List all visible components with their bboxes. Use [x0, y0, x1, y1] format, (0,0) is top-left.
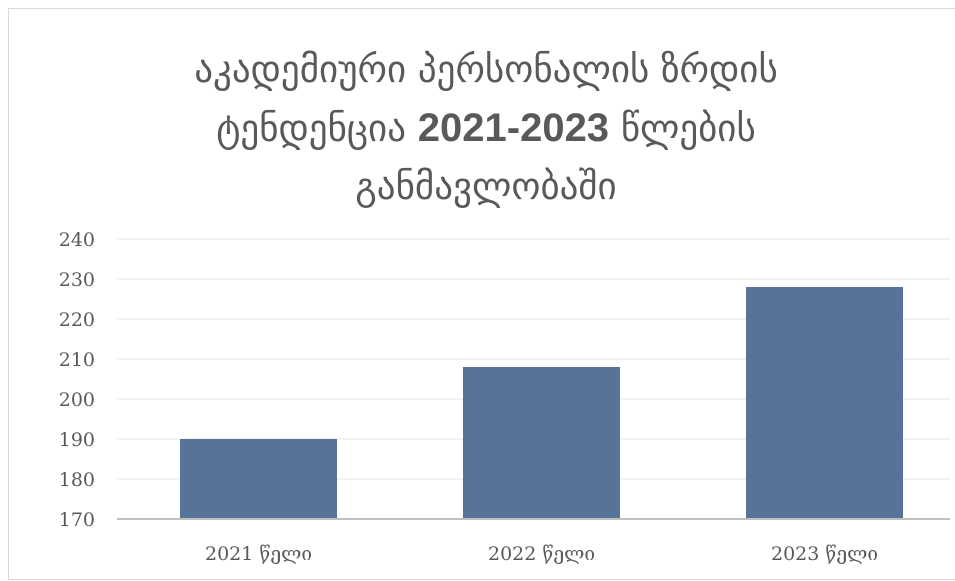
y-tick-label: 170: [59, 509, 95, 531]
chart-frame: [8, 8, 955, 580]
chart-title-line: ტენდენცია 2021-2023 წლების: [216, 106, 756, 150]
chart-title-line: განმავლობაში: [355, 165, 617, 208]
chart-title: აკადემიური პერსონალის ზრდის ტენდენცია 20…: [17, 41, 955, 216]
y-tick-label: 220: [59, 309, 95, 331]
y-tick-label: 180: [59, 469, 95, 491]
y-tick-label: 230: [59, 269, 95, 291]
bar: [180, 439, 337, 519]
title-year-range: 2021-2023: [417, 106, 610, 150]
chart-title-line: აკადემიური პერსონალის ზრდის: [194, 48, 778, 91]
y-tick-label: 240: [59, 229, 95, 251]
x-category-label: 2022 წელი: [488, 543, 595, 565]
y-tick-label: 210: [59, 349, 95, 371]
y-tick-label: 200: [59, 389, 95, 411]
x-category-label: 2021 წელი: [205, 543, 312, 565]
x-category-label: 2023 წელი: [771, 543, 878, 565]
bar: [463, 367, 620, 519]
y-tick-label: 190: [59, 429, 95, 451]
bar: [746, 287, 903, 519]
